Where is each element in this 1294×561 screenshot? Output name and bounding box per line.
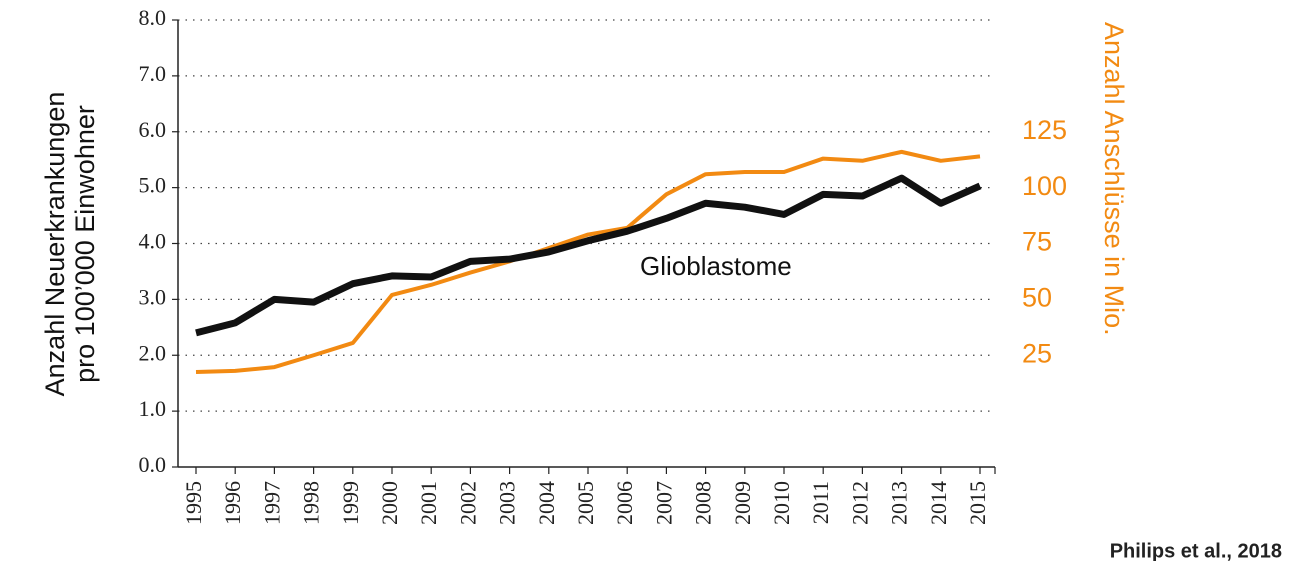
x-tick-label: 1996: [220, 481, 245, 525]
x-tick-label: 1998: [299, 481, 324, 525]
x-tick-label: 2000: [377, 481, 402, 525]
y-tick-label: 7.0: [139, 61, 167, 86]
x-tick-label: 1997: [259, 481, 284, 525]
annotation: Glioblastome: [640, 251, 792, 281]
y-tick-label: 3.0: [139, 284, 167, 309]
x-tick-label: 2006: [612, 481, 637, 525]
y-tick-label: 4.0: [139, 229, 167, 254]
y2-tick-label: 25: [1022, 338, 1052, 368]
x-tick-label: 2001: [416, 481, 441, 525]
y2-tick-label: 50: [1022, 283, 1052, 313]
line-series: [195, 174, 982, 337]
y-tick-label: 0.0: [139, 452, 167, 477]
x-tick-label: 2012: [847, 481, 872, 525]
y-tick-label: 6.0: [139, 117, 167, 142]
y-tick-label: 1.0: [139, 396, 167, 421]
x-tick-label: 1995: [181, 481, 206, 525]
y2-axis-label: Anzahl Anschlüsse in Mio.: [1099, 22, 1129, 336]
y-axis-label: Anzahl Neuerkrankungen: [40, 92, 70, 397]
x-tick-label: 2011: [808, 481, 833, 524]
x-tick-label: 2003: [495, 481, 520, 525]
x-tick-label: 2007: [651, 481, 676, 525]
y-axis-label: pro 100’000 Einwohner: [70, 105, 100, 383]
line-series: [195, 149, 981, 375]
x-tick-label: 2002: [455, 481, 480, 525]
x-tick-label: 2013: [887, 481, 912, 525]
source: Philips et al., 2018: [1110, 540, 1282, 561]
x-tick-label: 2009: [730, 481, 755, 525]
x-tick-label: 2004: [534, 481, 559, 525]
y-tick-label: 8.0: [139, 5, 167, 30]
y2-tick-label: 125: [1022, 115, 1067, 145]
x-tick-label: 2015: [965, 481, 990, 525]
x-tick-label: 2008: [691, 481, 716, 525]
y2-tick-label: 75: [1022, 227, 1052, 257]
x-tick-label: 2010: [769, 481, 794, 525]
x-tick-label: 1999: [338, 481, 363, 525]
x-tick-label: 2014: [926, 481, 951, 525]
y-tick-label: 5.0: [139, 173, 167, 198]
y2-tick-label: 100: [1022, 171, 1067, 201]
y-tick-label: 2.0: [139, 340, 167, 365]
x-tick-label: 2005: [573, 481, 598, 525]
